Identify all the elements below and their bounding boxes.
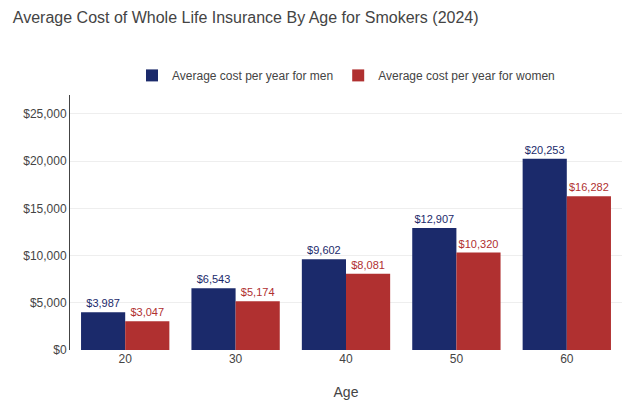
svg-text:$10,320: $10,320 [459,238,499,250]
svg-text:30: 30 [229,352,243,366]
svg-text:$15,000: $15,000 [23,202,67,216]
svg-text:50: 50 [450,352,464,366]
svg-text:$5,000: $5,000 [30,296,67,310]
svg-text:$20,253: $20,253 [525,144,565,156]
svg-text:Average cost per year for wome: Average cost per year for women [378,69,555,83]
svg-text:Age: Age [334,384,359,400]
svg-text:Average Cost of Whole Life Ins: Average Cost of Whole Life Insurance By … [13,9,479,26]
svg-text:20: 20 [119,352,133,366]
svg-text:Average cost per year for men: Average cost per year for men [172,69,333,83]
svg-text:$12,907: $12,907 [414,213,454,225]
svg-text:60: 60 [560,352,574,366]
svg-text:$20,000: $20,000 [23,154,67,168]
svg-text:$10,000: $10,000 [23,249,67,263]
svg-text:$16,282: $16,282 [569,181,609,193]
svg-text:$0: $0 [53,343,67,357]
svg-text:$3,047: $3,047 [130,306,164,318]
svg-text:$25,000: $25,000 [23,107,67,121]
svg-text:$6,543: $6,543 [197,273,231,285]
svg-text:$9,602: $9,602 [307,244,341,256]
svg-text:$8,081: $8,081 [351,259,385,271]
svg-text:$3,987: $3,987 [86,297,120,309]
svg-text:$5,174: $5,174 [241,286,275,298]
svg-text:40: 40 [339,352,353,366]
